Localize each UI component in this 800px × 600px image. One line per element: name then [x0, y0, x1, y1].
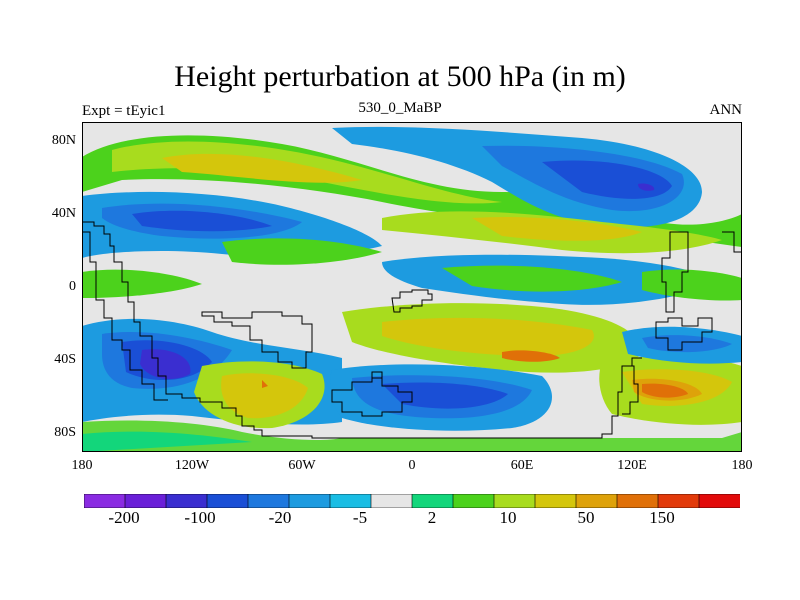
colorbar-label: -200	[108, 508, 140, 527]
experiment-label: Expt = tEyic1	[82, 103, 166, 119]
colorbar-swatch	[247, 494, 290, 508]
colorbar-swatch	[698, 494, 740, 508]
map-panel	[82, 122, 742, 452]
lon-tick-label: 60W	[288, 458, 316, 473]
contour-fill	[82, 431, 252, 452]
colorbar-swatch	[329, 494, 372, 508]
plot-title: Height perturbation at 500 hPa (in m)	[174, 60, 626, 93]
lon-tick-label: 120W	[174, 458, 210, 473]
contour-fill	[132, 210, 272, 232]
contour-fill	[82, 269, 202, 298]
lon-tick-label: 180	[71, 458, 93, 473]
contour-fill	[262, 380, 268, 388]
contour-fill	[382, 317, 594, 357]
lat-tick-label: 0	[69, 279, 76, 294]
colorbar-label: 150	[649, 508, 675, 527]
colorbar-swatch	[534, 494, 577, 508]
map-frame	[82, 122, 742, 452]
colorbar-swatch	[493, 494, 536, 508]
lon-tick-label: 0	[408, 458, 416, 473]
contour-fill	[442, 265, 622, 292]
contour-fill	[642, 383, 688, 398]
colorbar-swatch	[84, 494, 126, 508]
colorbar-label: -5	[352, 508, 368, 527]
contour-fill	[502, 350, 560, 362]
colorbar-swatch	[288, 494, 331, 508]
colorbar-swatch	[616, 494, 659, 508]
contour-fill	[140, 349, 191, 379]
contour-fill	[638, 183, 655, 191]
lon-tick-label: 60E	[510, 458, 534, 473]
colorbar-label: 2	[427, 508, 437, 527]
contour-fill	[642, 335, 732, 353]
colorbar-swatch	[124, 494, 167, 508]
lat-tick-label: 40N	[51, 206, 76, 221]
contour-map	[82, 122, 742, 452]
continent-outlines	[82, 221, 742, 439]
contour-fill	[222, 238, 382, 265]
colorbar-swatch	[575, 494, 618, 508]
lat-tick-label: 80N	[51, 133, 76, 148]
colorbar-label: -20	[268, 508, 292, 527]
contour-fill	[221, 373, 308, 419]
colorbar-label: 50	[577, 508, 595, 527]
contour-fill	[382, 382, 508, 409]
contour-fill	[472, 216, 642, 241]
colorbar-swatch	[165, 494, 208, 508]
colorbar-swatch	[411, 494, 454, 508]
contour-fill	[642, 269, 742, 301]
lon-tick-label: 180	[731, 458, 753, 473]
colorbar	[84, 494, 740, 508]
colorbar-label: 10	[499, 508, 517, 527]
colorbar-label: -100	[184, 508, 216, 527]
colorbar-swatch	[206, 494, 249, 508]
period-label: 530_0_MaBP	[358, 100, 442, 116]
colorbar-swatch	[657, 494, 700, 508]
contour-fill	[82, 420, 742, 452]
contour-fill	[162, 153, 362, 183]
lat-tick-label: 80S	[54, 425, 76, 440]
lat-tick-label: 40S	[54, 352, 76, 367]
lon-tick-label: 120E	[617, 458, 647, 473]
contour-fill	[542, 160, 672, 199]
colorbar-swatch	[370, 494, 413, 508]
season-label: ANN	[709, 102, 743, 118]
colorbar-swatch	[452, 494, 495, 508]
